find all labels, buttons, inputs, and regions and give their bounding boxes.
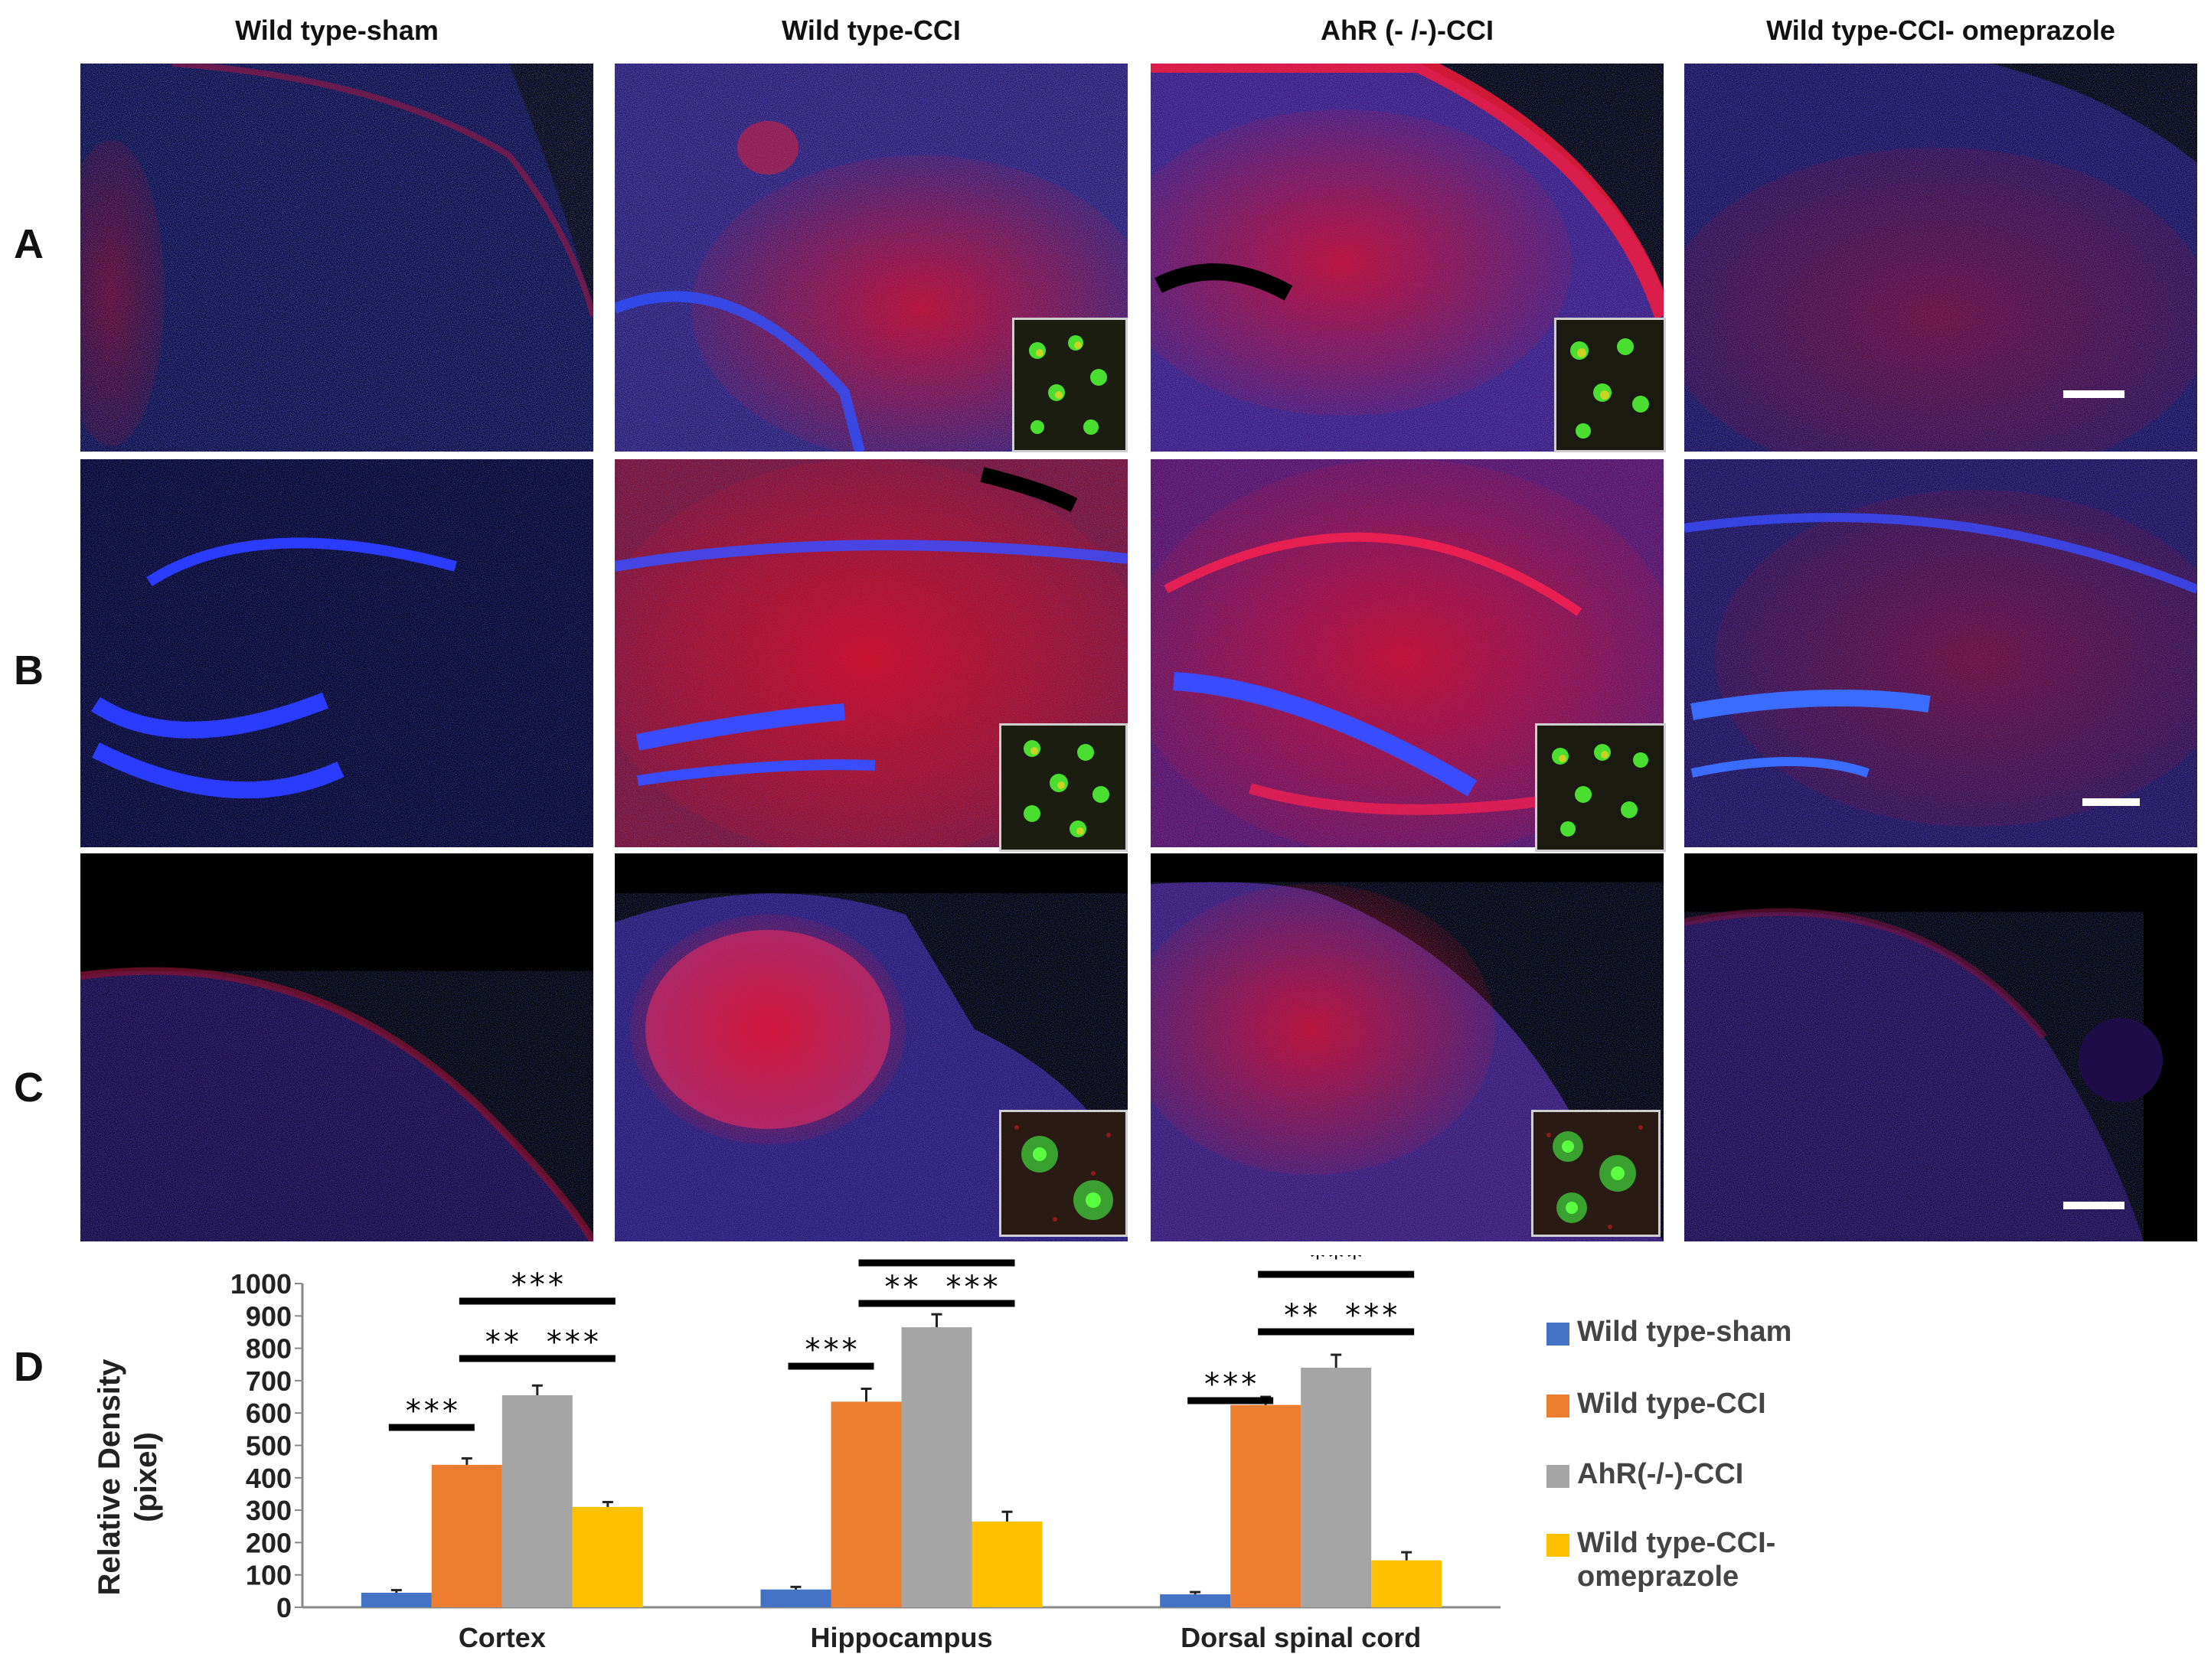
y-tick-label: 300 — [246, 1495, 292, 1526]
scale-bar-c — [2063, 1202, 2124, 1209]
micrograph-a-omeprazole — [1684, 64, 2197, 452]
column-title-cci: Wild type-CCI — [782, 15, 961, 46]
x-tick-label: Dorsal spinal cord — [1181, 1622, 1421, 1653]
bar — [361, 1592, 432, 1607]
bar — [1230, 1404, 1301, 1607]
significance-label: *** — [909, 1255, 964, 1264]
significance-label: *** — [1344, 1298, 1399, 1333]
legend-label-cci: Wild type-CCI — [1577, 1388, 1766, 1420]
row-label-b: B — [14, 648, 44, 693]
y-tick-label: 600 — [246, 1398, 292, 1429]
y-tick-label: 800 — [246, 1333, 292, 1365]
significance-label: *** — [1203, 1367, 1258, 1402]
y-tick-label: 700 — [246, 1365, 292, 1397]
micrograph-a-ahr — [1151, 64, 1664, 452]
legend-swatch-ahr — [1546, 1465, 1569, 1488]
significance-label: *** — [510, 1267, 565, 1303]
bar — [431, 1464, 502, 1607]
y-axis-label: Relative Density (pixel) — [93, 1359, 163, 1596]
bar — [1301, 1367, 1372, 1607]
row-label-d: D — [14, 1344, 44, 1390]
bar — [501, 1395, 573, 1607]
significance-label: *** — [404, 1394, 459, 1429]
significance-label: ** — [484, 1325, 521, 1360]
legend-label-sham: Wild type-sham — [1577, 1316, 1792, 1348]
y-tick-label: 500 — [246, 1430, 292, 1462]
x-tick-label: Hippocampus — [810, 1622, 992, 1653]
y-tick-label: 400 — [246, 1463, 292, 1494]
significance-label: ** — [883, 1270, 919, 1305]
micrograph-c-cci — [615, 853, 1128, 1241]
bar — [831, 1401, 902, 1607]
bar — [572, 1506, 643, 1607]
legend-swatch-omeprazole — [1546, 1534, 1569, 1557]
bar — [901, 1327, 972, 1607]
legend-item-cci: Wild type-CCI — [1546, 1387, 1830, 1421]
bar — [972, 1521, 1043, 1607]
legend-swatch-cci — [1546, 1395, 1569, 1417]
y-tick-label: 0 — [276, 1592, 292, 1623]
significance-label: *** — [803, 1333, 858, 1368]
micrograph-b-sham — [80, 459, 593, 847]
significance-label: *** — [944, 1270, 999, 1305]
column-title-ahr: AhR (- /-)-CCI — [1321, 15, 1494, 46]
micrograph-c-sham — [80, 853, 593, 1241]
inset-b-cci — [999, 723, 1128, 852]
y-tick-label: 1000 — [230, 1268, 292, 1300]
significance-label: *** — [545, 1325, 600, 1360]
micrograph-c-ahr — [1151, 853, 1664, 1241]
bar — [760, 1589, 831, 1607]
row-label-a: A — [14, 221, 44, 267]
significance-label: *** — [1308, 1255, 1364, 1276]
y-tick-label: 200 — [246, 1527, 292, 1558]
micrograph-a-sham — [80, 64, 593, 452]
legend-item-ahr: AhR(-/-)-CCI — [1546, 1457, 1830, 1491]
micrograph-c-omeprazole — [1684, 853, 2197, 1241]
micrograph-b-omeprazole — [1684, 459, 2197, 847]
legend-item-omeprazole: Wild type-CCI- omeprazole — [1546, 1526, 1830, 1594]
legend-swatch-sham — [1546, 1323, 1569, 1346]
row-label-c: C — [14, 1065, 44, 1111]
scale-bar-b — [2082, 798, 2140, 806]
inset-c-cci — [999, 1110, 1128, 1237]
legend-label-ahr: AhR(-/-)-CCI — [1577, 1458, 1744, 1490]
scale-bar-a — [2063, 390, 2124, 398]
inset-a-cci — [1012, 318, 1128, 452]
column-title-omeprazole: Wild type-CCI- omeprazole — [1766, 15, 2115, 46]
bar — [1160, 1594, 1231, 1607]
y-tick-label: 100 — [246, 1560, 292, 1591]
bar — [1371, 1560, 1442, 1607]
legend-label-omeprazole: Wild type-CCI- omeprazole — [1577, 1527, 1776, 1593]
inset-c-ahr — [1531, 1110, 1661, 1237]
x-tick-label: Cortex — [459, 1622, 546, 1653]
inset-a-ahr — [1554, 318, 1666, 452]
legend-item-sham: Wild type-sham — [1546, 1315, 1830, 1349]
column-title-sham: Wild type-sham — [235, 15, 439, 46]
significance-label: ** — [1282, 1298, 1319, 1333]
inset-b-ahr — [1535, 723, 1666, 852]
y-tick-label: 900 — [246, 1300, 292, 1332]
